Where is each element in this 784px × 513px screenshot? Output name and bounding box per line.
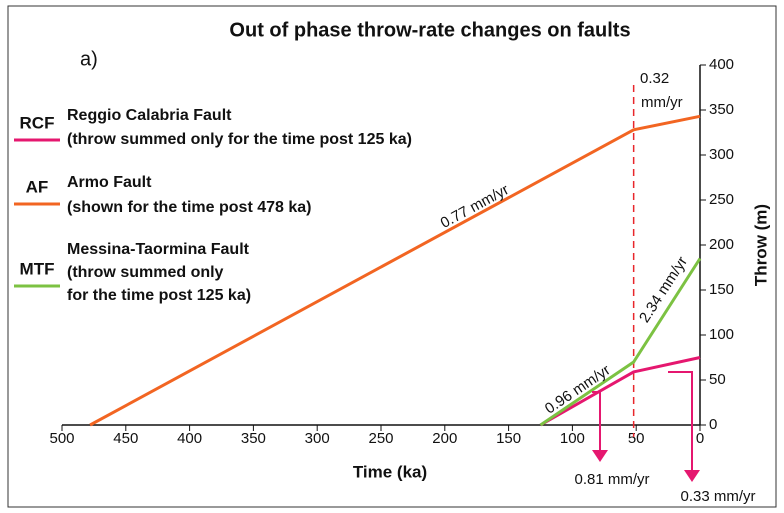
- series-line: [539, 356, 701, 427]
- legend-abbreviation: RCF: [20, 113, 55, 132]
- y-tick-label: 350: [709, 101, 734, 118]
- arrow-line: [592, 391, 601, 452]
- legend-abbreviation: MTF: [20, 259, 55, 278]
- x-tick-label: 0: [696, 430, 704, 447]
- y-tick-label: 250: [709, 191, 734, 208]
- panel-label: a): [80, 48, 98, 70]
- legend-label: (shown for the time post 478 ka): [67, 199, 311, 216]
- legend-abbreviation: AF: [26, 177, 49, 196]
- arrow-head: [592, 450, 608, 462]
- x-tick-label: 250: [368, 430, 393, 447]
- y-tick-label: 0: [709, 416, 717, 433]
- y-axis-label: Throw (m): [751, 204, 770, 286]
- x-tick-label: 50: [628, 430, 645, 447]
- y-tick-label: 100: [709, 326, 734, 343]
- x-tick-label: 100: [560, 430, 585, 447]
- arrow-line: [668, 371, 693, 472]
- y-tick-label: 300: [709, 146, 734, 163]
- x-tick-label: 150: [496, 430, 521, 447]
- legend-label: Armo Fault: [67, 174, 152, 191]
- legend-label: (throw summed only: [67, 264, 224, 281]
- x-tick-label: 500: [49, 430, 74, 447]
- rate-annotation: 0.77 mm/yr: [438, 181, 512, 232]
- x-tick-label: 300: [305, 430, 330, 447]
- chart-title: Out of phase throw-rate changes on fault…: [229, 19, 630, 41]
- rate-annotation: 0.33 mm/yr: [680, 488, 755, 505]
- x-tick-label: 200: [432, 430, 457, 447]
- y-tick-label: 150: [709, 281, 734, 298]
- y-tick-label: 50: [709, 371, 726, 388]
- legend-label: Messina-Taormina Fault: [67, 241, 250, 258]
- x-axis-label: Time (ka): [353, 462, 427, 481]
- rate-annotation: mm/yr: [641, 94, 683, 111]
- x-tick-label: 400: [177, 430, 202, 447]
- x-tick-label: 450: [113, 430, 138, 447]
- series-line: [89, 114, 701, 427]
- y-tick-label: 400: [709, 56, 734, 73]
- legend-label: for the time post 125 ka): [67, 287, 251, 304]
- x-tick-label: 350: [241, 430, 266, 447]
- rate-annotation: 0.81 mm/yr: [574, 471, 649, 488]
- series-line: [539, 257, 702, 427]
- frame: [7, 5, 777, 508]
- legend-label: (throw summed only for the time post 125…: [67, 131, 412, 148]
- rate-annotation: 0.32: [640, 70, 669, 87]
- legend-label: Reggio Calabria Fault: [67, 107, 232, 124]
- y-tick-label: 200: [709, 236, 734, 253]
- arrow-head: [684, 470, 700, 482]
